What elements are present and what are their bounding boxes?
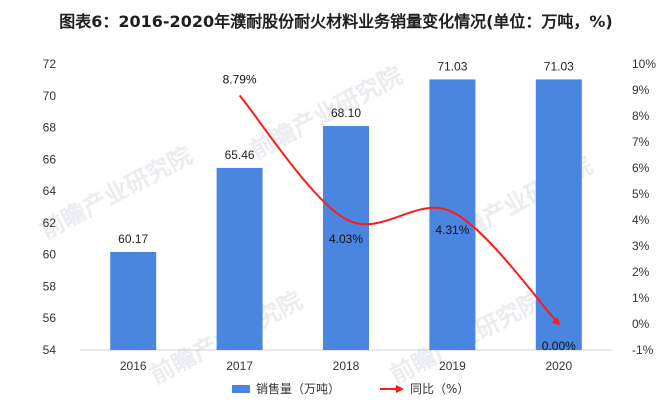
y-right-tick-label: 1% bbox=[632, 291, 650, 305]
bar-value-label: 60.17 bbox=[118, 232, 148, 246]
y-axis-right: -1% 0% 1% 2% 3% 4% 5% 6% 7% 8% 9% 10% bbox=[632, 57, 656, 357]
y-left-tick-label: 70 bbox=[43, 89, 57, 103]
bar bbox=[535, 79, 582, 350]
y-left-tick-label: 54 bbox=[43, 343, 57, 357]
chart-title: 图表6：2016-2020年濮耐股份耐火材料业务销量变化情况(单位：万吨，%) bbox=[59, 12, 613, 31]
y-left-tick-label: 66 bbox=[43, 152, 57, 166]
line-value-label: 4.03% bbox=[329, 232, 363, 246]
bar bbox=[323, 125, 369, 350]
y-axis-left: 54 56 58 60 62 64 66 68 70 72 bbox=[43, 57, 57, 357]
bar-value-label: 65.46 bbox=[225, 148, 255, 162]
x-axis: 2016 2017 2018 2019 2020 bbox=[80, 349, 612, 373]
x-tick-label: 2018 bbox=[333, 359, 360, 373]
legend-swatch-bar bbox=[232, 385, 250, 393]
y-left-tick-label: 64 bbox=[43, 184, 57, 198]
y-right-tick-label: 2% bbox=[632, 265, 650, 279]
y-left-tick-label: 62 bbox=[43, 216, 57, 230]
x-tick-label: 2020 bbox=[545, 359, 572, 373]
bar-value-label: 71.03 bbox=[544, 59, 574, 73]
bar bbox=[216, 167, 263, 350]
line-path bbox=[238, 94, 561, 326]
bar-data-labels: 60.17 65.46 68.10 71.03 71.03 bbox=[118, 59, 574, 246]
x-tick-label: 2016 bbox=[120, 359, 147, 373]
y-right-tick-label: 3% bbox=[632, 239, 650, 253]
legend-label-line: 同比（%） bbox=[410, 382, 469, 396]
bar bbox=[429, 79, 476, 350]
y-right-tick-label: 5% bbox=[632, 187, 650, 201]
y-left-tick-label: 58 bbox=[43, 279, 57, 293]
line-value-label: 4.31% bbox=[435, 223, 469, 237]
x-tick-label: 2017 bbox=[226, 359, 253, 373]
legend: 销售量（万吨） 同比（%） bbox=[232, 381, 469, 396]
bar bbox=[110, 251, 157, 350]
legend-label-bar: 销售量（万吨） bbox=[256, 381, 340, 396]
y-right-tick-label: 6% bbox=[632, 161, 650, 175]
watermark-text: 前瞻产业研究院 bbox=[36, 141, 197, 245]
y-right-tick-label: 4% bbox=[632, 213, 650, 227]
y-left-tick-label: 68 bbox=[43, 121, 57, 135]
line-data-labels: 8.79% 4.03% 4.31% 0.00% bbox=[223, 72, 577, 353]
bar-value-label: 68.10 bbox=[331, 106, 361, 120]
y-right-tick-label: -1% bbox=[632, 343, 654, 357]
y-left-tick-label: 56 bbox=[43, 311, 57, 325]
y-right-tick-label: 0% bbox=[632, 317, 650, 331]
y-right-tick-label: 8% bbox=[632, 109, 650, 123]
y-right-tick-label: 9% bbox=[632, 83, 650, 97]
y-right-tick-label: 10% bbox=[632, 57, 656, 71]
line-value-label: 0.00% bbox=[542, 339, 576, 353]
y-left-tick-label: 72 bbox=[43, 57, 57, 71]
line-series bbox=[238, 94, 561, 326]
x-tick-label: 2019 bbox=[439, 359, 466, 373]
line-value-label: 8.79% bbox=[223, 72, 257, 86]
bar-value-label: 71.03 bbox=[437, 59, 467, 73]
y-right-tick-label: 7% bbox=[632, 135, 650, 149]
y-left-tick-label: 60 bbox=[43, 248, 57, 262]
